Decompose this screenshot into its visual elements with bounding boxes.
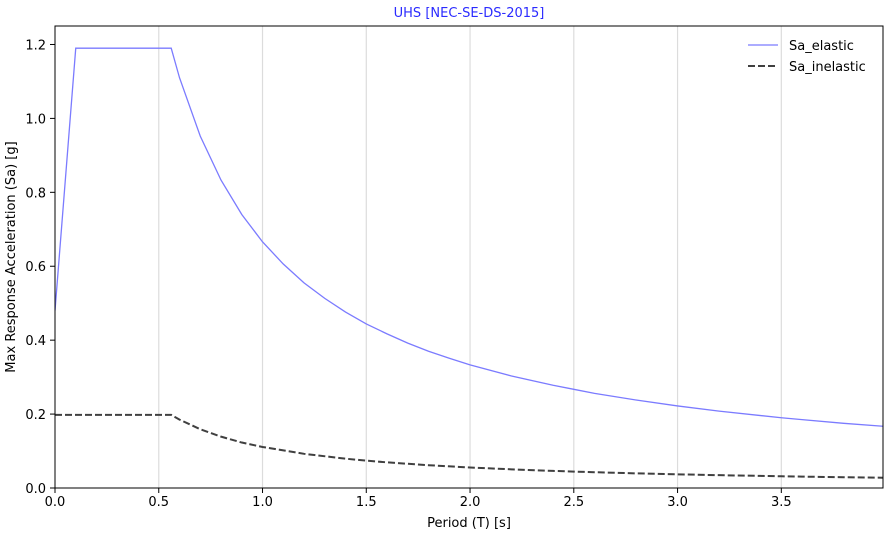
x-tick-label: 1.0 bbox=[252, 495, 273, 510]
x-tick-label: 2.0 bbox=[460, 495, 481, 510]
y-tick-label: 0.2 bbox=[25, 408, 46, 423]
series-line-sa-inelastic bbox=[55, 413, 883, 479]
y-tick-label: 0.4 bbox=[25, 334, 46, 349]
plot-frame bbox=[54, 25, 884, 489]
series-line-sa-elastic bbox=[55, 47, 883, 427]
y-axis-label: Max Response Acceleration (Sa) [g] bbox=[4, 141, 19, 372]
y-tick-label: 0.8 bbox=[25, 186, 46, 201]
x-tick-label: 0.5 bbox=[148, 495, 169, 510]
x-axis-ticks: 0.0 0.5 1.0 1.5 2.0 2.5 3.0 3.5 bbox=[45, 488, 792, 510]
x-tick-label: 3.5 bbox=[771, 495, 792, 510]
x-tick-label: 2.5 bbox=[563, 495, 584, 510]
legend: Sa_elastic Sa_inelastic bbox=[748, 39, 866, 75]
grid-lines bbox=[158, 26, 782, 488]
y-tick-label: 0.6 bbox=[25, 260, 46, 275]
legend-label-sa-elastic: Sa_elastic bbox=[789, 39, 854, 54]
x-tick-label: 1.5 bbox=[356, 495, 377, 510]
y-tick-label: 1.0 bbox=[25, 112, 46, 127]
series-layer bbox=[55, 47, 883, 479]
x-tick-label: 3.0 bbox=[667, 495, 688, 510]
y-tick-label: 1.2 bbox=[25, 38, 46, 53]
legend-label-sa-inelastic: Sa_inelastic bbox=[789, 60, 866, 75]
x-axis-label: Period (T) [s] bbox=[427, 516, 511, 531]
y-axis-ticks: 0.0 0.2 0.4 0.6 0.8 1.0 1.2 bbox=[25, 38, 55, 497]
x-tick-label: 0.0 bbox=[45, 495, 66, 510]
chart-title: UHS [NEC-SE-DS-2015] bbox=[394, 6, 545, 21]
y-tick-label: 0.0 bbox=[25, 482, 46, 497]
